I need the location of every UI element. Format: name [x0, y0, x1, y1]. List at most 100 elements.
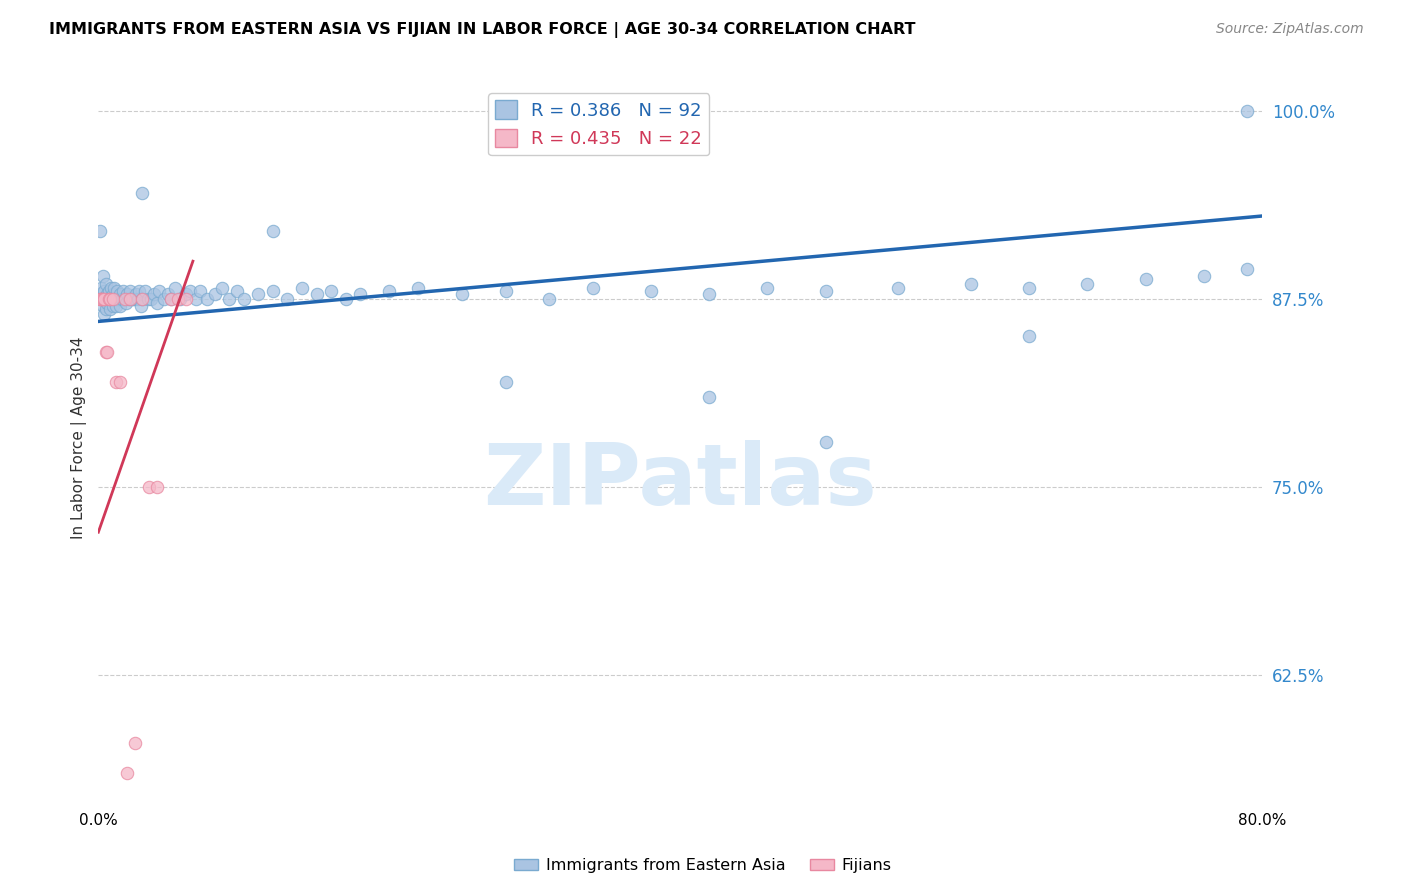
- Point: [125, 287, 148, 301]
- Point: [98, 292, 121, 306]
- Point: [1236, 103, 1258, 118]
- Point: [139, 292, 162, 306]
- Point: [582, 281, 605, 295]
- Point: [127, 292, 149, 306]
- Legend: Immigrants from Eastern Asia, Fijians: Immigrants from Eastern Asia, Fijians: [508, 852, 898, 880]
- Point: [89, 224, 111, 238]
- Point: [122, 292, 145, 306]
- Point: [1192, 269, 1215, 284]
- Point: [1135, 272, 1157, 286]
- Point: [104, 375, 127, 389]
- Point: [97, 292, 120, 306]
- Point: [91, 299, 114, 313]
- Point: [93, 307, 115, 321]
- Point: [89, 287, 111, 301]
- Point: [114, 292, 136, 306]
- Point: [145, 480, 167, 494]
- Point: [262, 285, 284, 299]
- Point: [131, 292, 153, 306]
- Point: [640, 285, 662, 299]
- Point: [94, 344, 117, 359]
- Text: ZIPatlas: ZIPatlas: [484, 441, 877, 524]
- Text: Source: ZipAtlas.com: Source: ZipAtlas.com: [1216, 22, 1364, 37]
- Point: [218, 292, 240, 306]
- Point: [814, 434, 837, 449]
- Point: [756, 281, 779, 295]
- Point: [105, 292, 128, 306]
- Point: [89, 292, 111, 306]
- Point: [100, 292, 122, 306]
- Point: [111, 292, 134, 306]
- Point: [145, 296, 167, 310]
- Point: [197, 292, 219, 306]
- Point: [378, 285, 401, 299]
- Point: [90, 292, 112, 306]
- Point: [165, 281, 187, 295]
- Point: [1018, 281, 1040, 295]
- Point: [121, 292, 143, 306]
- Point: [108, 287, 131, 301]
- Point: [96, 296, 118, 310]
- Point: [90, 292, 112, 306]
- Point: [204, 287, 226, 301]
- Point: [887, 281, 910, 295]
- Point: [184, 292, 207, 306]
- Point: [319, 285, 342, 299]
- Point: [120, 285, 142, 299]
- Point: [169, 292, 191, 306]
- Point: [1236, 261, 1258, 276]
- Legend: R = 0.386   N = 92, R = 0.435   N = 22: R = 0.386 N = 92, R = 0.435 N = 22: [488, 93, 710, 155]
- Point: [174, 287, 197, 301]
- Point: [124, 736, 146, 750]
- Point: [157, 287, 180, 301]
- Point: [262, 224, 284, 238]
- Point: [335, 292, 357, 306]
- Point: [94, 277, 117, 291]
- Point: [232, 292, 254, 306]
- Point: [131, 186, 153, 201]
- Point: [451, 287, 474, 301]
- Point: [90, 292, 112, 306]
- Point: [128, 285, 150, 299]
- Point: [960, 277, 983, 291]
- Point: [408, 281, 430, 295]
- Point: [98, 292, 121, 306]
- Point: [101, 292, 124, 306]
- Point: [91, 292, 114, 306]
- Point: [148, 285, 170, 299]
- Point: [120, 292, 142, 306]
- Point: [160, 292, 183, 306]
- Point: [495, 375, 517, 389]
- Point: [118, 292, 141, 306]
- Point: [101, 299, 124, 313]
- Point: [495, 285, 517, 299]
- Point: [174, 292, 197, 306]
- Point: [697, 390, 720, 404]
- Point: [107, 292, 129, 306]
- Point: [90, 281, 112, 295]
- Point: [97, 285, 120, 299]
- Point: [276, 292, 298, 306]
- Point: [136, 292, 159, 306]
- Point: [211, 281, 233, 295]
- Point: [91, 269, 114, 284]
- Point: [100, 281, 122, 295]
- Point: [101, 287, 124, 301]
- Point: [1076, 277, 1098, 291]
- Point: [103, 292, 125, 306]
- Point: [160, 292, 183, 306]
- Point: [93, 292, 115, 306]
- Point: [112, 285, 135, 299]
- Point: [117, 287, 139, 301]
- Point: [349, 287, 371, 301]
- Point: [305, 287, 328, 301]
- Point: [105, 285, 128, 299]
- Point: [108, 375, 131, 389]
- Point: [1018, 329, 1040, 343]
- Point: [96, 287, 118, 301]
- Point: [108, 299, 131, 313]
- Point: [93, 292, 115, 306]
- Point: [104, 299, 127, 313]
- Point: [134, 285, 156, 299]
- Y-axis label: In Labor Force | Age 30-34: In Labor Force | Age 30-34: [72, 337, 87, 540]
